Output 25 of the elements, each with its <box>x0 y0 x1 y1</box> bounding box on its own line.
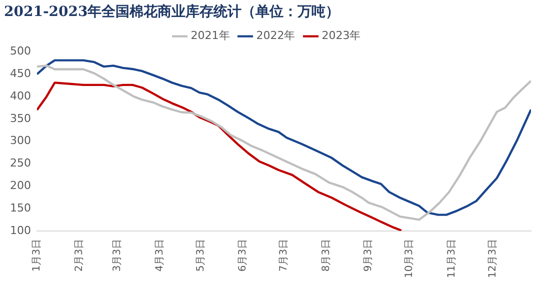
x-tick-label: 12月3日 <box>487 238 498 278</box>
x-tick-label: 11月3日 <box>446 238 458 278</box>
x-tick-label: 3月3日 <box>112 238 124 272</box>
x-tick-label: 5月3日 <box>195 238 206 272</box>
y-tick-label: 500 <box>10 44 31 58</box>
x-tick-label: 4月3日 <box>154 238 166 272</box>
x-tick-label: 8月3日 <box>320 238 332 272</box>
x-tick-label: 1月3日 <box>32 238 43 272</box>
legend-label: 2023年 <box>322 29 361 42</box>
y-tick-label: 450 <box>10 67 31 80</box>
chart-title: 2021-2023年全国棉花商业库存统计（单位：万吨） <box>4 3 340 20</box>
x-tick-label: 2月3日 <box>74 238 85 272</box>
y-tick-label: 400 <box>10 89 31 102</box>
x-tick-label: 9月3日 <box>363 238 374 272</box>
x-tick-label: 7月3日 <box>278 238 290 272</box>
y-tick-label: 150 <box>10 201 31 214</box>
y-tick-label: 100 <box>10 224 31 237</box>
y-tick-label: 250 <box>10 156 31 170</box>
y-tick-label: 350 <box>10 112 31 125</box>
legend-label: 2022年 <box>256 29 296 42</box>
x-tick-label: 10月3日 <box>404 238 416 278</box>
legend-label: 2021年 <box>190 29 230 42</box>
y-tick-label: 300 <box>10 134 31 148</box>
x-tick-label: 6月3日 <box>238 238 249 272</box>
y-tick-label: 200 <box>10 178 31 192</box>
